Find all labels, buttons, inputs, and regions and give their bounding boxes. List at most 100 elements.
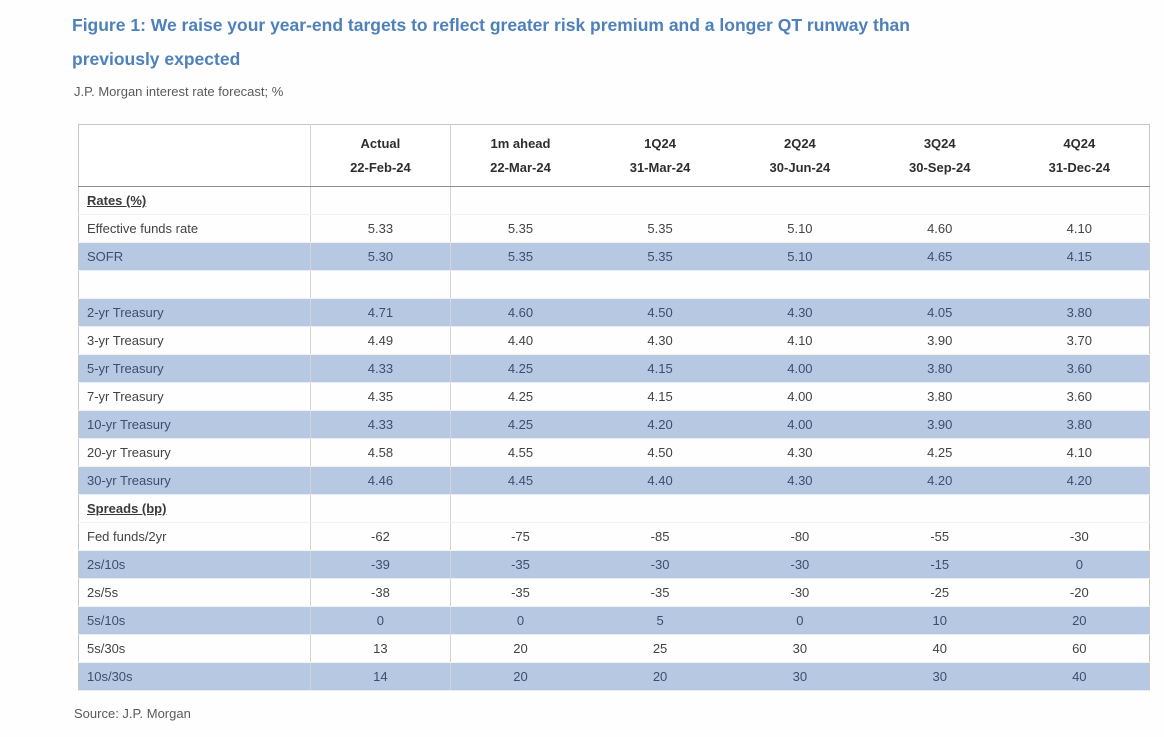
column-header-label: 3Q24 bbox=[923, 135, 956, 151]
cell-value bbox=[450, 494, 591, 523]
cell-value: 20 bbox=[1009, 606, 1150, 635]
table-row: 5s/10s 0 0 5 0 10 20 bbox=[78, 606, 1150, 635]
cell-value: 30 bbox=[729, 662, 870, 691]
row-label: 5s/10s bbox=[78, 606, 311, 635]
cell-value bbox=[310, 494, 451, 523]
cell-value: 4.25 bbox=[450, 382, 591, 411]
cell-value: 3.80 bbox=[1009, 410, 1150, 439]
cell-value: 40 bbox=[1009, 662, 1150, 691]
section-row: Spreads (bp) bbox=[78, 494, 1150, 523]
column-header-label: 1Q24 bbox=[644, 135, 676, 151]
cell-value: 20 bbox=[450, 634, 591, 663]
cell-value: 4.55 bbox=[450, 438, 591, 467]
cell-value: 4.30 bbox=[729, 298, 870, 327]
cell-value: 4.20 bbox=[869, 466, 1010, 495]
cell-value: -15 bbox=[869, 550, 1010, 579]
cell-value: 0 bbox=[450, 606, 591, 635]
cell-value: 14 bbox=[310, 662, 451, 691]
figure-title: Figure 1: We raise your year-end targets… bbox=[72, 8, 1142, 76]
table-row: 3-yr Treasury 4.49 4.40 4.30 4.10 3.90 3.70 bbox=[78, 326, 1150, 355]
cell-value: 4.15 bbox=[590, 382, 730, 411]
cell-value bbox=[869, 270, 1010, 299]
row-label: 30-yr Treasury bbox=[78, 466, 311, 495]
column-header-label: 1m ahead bbox=[490, 135, 551, 151]
row-label: 7-yr Treasury bbox=[78, 382, 311, 411]
cell-value: 5 bbox=[590, 606, 730, 635]
column-header-date: 31-Mar-24 bbox=[629, 159, 691, 175]
cell-value: 4.05 bbox=[869, 298, 1010, 327]
cell-value: 4.65 bbox=[869, 242, 1010, 271]
cell-value: 4.10 bbox=[729, 326, 870, 355]
column-header-label: Actual bbox=[360, 135, 401, 151]
cell-value: 4.58 bbox=[310, 438, 451, 467]
column-header-date: 31-Dec-24 bbox=[1048, 159, 1111, 175]
cell-value: 4.49 bbox=[310, 326, 451, 355]
cell-value: 4.35 bbox=[310, 382, 451, 411]
column-header: 2Q24 30-Jun-24 bbox=[729, 124, 870, 187]
cell-value bbox=[1009, 270, 1150, 299]
cell-value: -62 bbox=[310, 522, 451, 551]
cell-value: 4.20 bbox=[1009, 466, 1150, 495]
cell-value bbox=[450, 186, 591, 215]
cell-value: 4.25 bbox=[869, 438, 1010, 467]
table-row: 5-yr Treasury 4.33 4.25 4.15 4.00 3.80 3.60 bbox=[78, 354, 1150, 383]
cell-value: -35 bbox=[450, 550, 591, 579]
figure-subtitle: J.P. Morgan interest rate forecast; % bbox=[74, 84, 284, 99]
table-row: 5s/30s 13 20 25 30 40 60 bbox=[78, 634, 1150, 663]
cell-value: 4.20 bbox=[590, 410, 730, 439]
table-row: 2-yr Treasury 4.71 4.60 4.50 4.30 4.05 3.80 bbox=[78, 298, 1150, 327]
cell-value: 3.80 bbox=[869, 382, 1010, 411]
interest-rate-forecast-table: Actual 22-Feb-24 1m ahead 22-Mar-24 1Q24 31-M… bbox=[78, 124, 1150, 691]
cell-value: 5.35 bbox=[590, 242, 730, 271]
cell-value: 0 bbox=[729, 606, 870, 635]
cell-value bbox=[869, 186, 1010, 215]
column-header-empty bbox=[78, 124, 311, 187]
cell-value: 4.00 bbox=[729, 382, 870, 411]
cell-value: 5.35 bbox=[450, 242, 591, 271]
row-label: 2-yr Treasury bbox=[78, 298, 311, 327]
table-row: 10s/30s 14 20 20 30 30 40 bbox=[78, 662, 1150, 691]
table-row: 2s/10s -39 -35 -30 -30 -15 0 bbox=[78, 550, 1150, 579]
row-label: 3-yr Treasury bbox=[78, 326, 311, 355]
cell-value bbox=[590, 270, 730, 299]
cell-value: 4.33 bbox=[310, 410, 451, 439]
section-row: Rates (%) bbox=[78, 186, 1150, 215]
column-header-date: 30-Jun-24 bbox=[769, 159, 831, 175]
cell-value: 3.90 bbox=[869, 326, 1010, 355]
row-label: Fed funds/2yr bbox=[78, 522, 311, 551]
cell-value bbox=[1009, 494, 1150, 523]
cell-value: 20 bbox=[450, 662, 591, 691]
cell-value: 5.10 bbox=[729, 214, 870, 243]
cell-value: 3.60 bbox=[1009, 382, 1150, 411]
cell-value: 25 bbox=[590, 634, 730, 663]
cell-value bbox=[590, 186, 730, 215]
cell-value bbox=[1009, 186, 1150, 215]
cell-value: 3.80 bbox=[1009, 298, 1150, 327]
table-row: 20-yr Treasury 4.58 4.55 4.50 4.30 4.25 4.10 bbox=[78, 438, 1150, 467]
cell-value bbox=[590, 494, 730, 523]
cell-value: -39 bbox=[310, 550, 451, 579]
cell-value bbox=[310, 186, 451, 215]
cell-value: 4.00 bbox=[729, 354, 870, 383]
column-header: Actual 22-Feb-24 bbox=[310, 124, 451, 187]
cell-value: 4.30 bbox=[590, 326, 730, 355]
cell-value: -75 bbox=[450, 522, 591, 551]
cell-value: -35 bbox=[590, 578, 730, 607]
table-row: Effective funds rate 5.33 5.35 5.35 5.10 4.60… bbox=[78, 214, 1150, 243]
cell-value bbox=[729, 270, 870, 299]
cell-value bbox=[310, 270, 451, 299]
cell-value bbox=[729, 494, 870, 523]
figure-title-line-2: previously expected bbox=[72, 49, 241, 69]
cell-value: -80 bbox=[729, 522, 870, 551]
table-row: 7-yr Treasury 4.35 4.25 4.15 4.00 3.80 3.60 bbox=[78, 382, 1150, 411]
cell-value: 3.90 bbox=[869, 410, 1010, 439]
column-header: 4Q24 31-Dec-24 bbox=[1009, 124, 1150, 187]
source-note: Source: J.P. Morgan bbox=[74, 706, 191, 721]
table-row: 10-yr Treasury 4.33 4.25 4.20 4.00 3.90 3.80 bbox=[78, 410, 1150, 439]
cell-value: -30 bbox=[729, 550, 870, 579]
cell-value: 4.40 bbox=[590, 466, 730, 495]
row-label: SOFR bbox=[78, 242, 311, 271]
row-label: 5-yr Treasury bbox=[78, 354, 311, 383]
cell-value: 30 bbox=[729, 634, 870, 663]
figure-title-line-1: Figure 1: We raise your year-end targets… bbox=[72, 15, 910, 35]
